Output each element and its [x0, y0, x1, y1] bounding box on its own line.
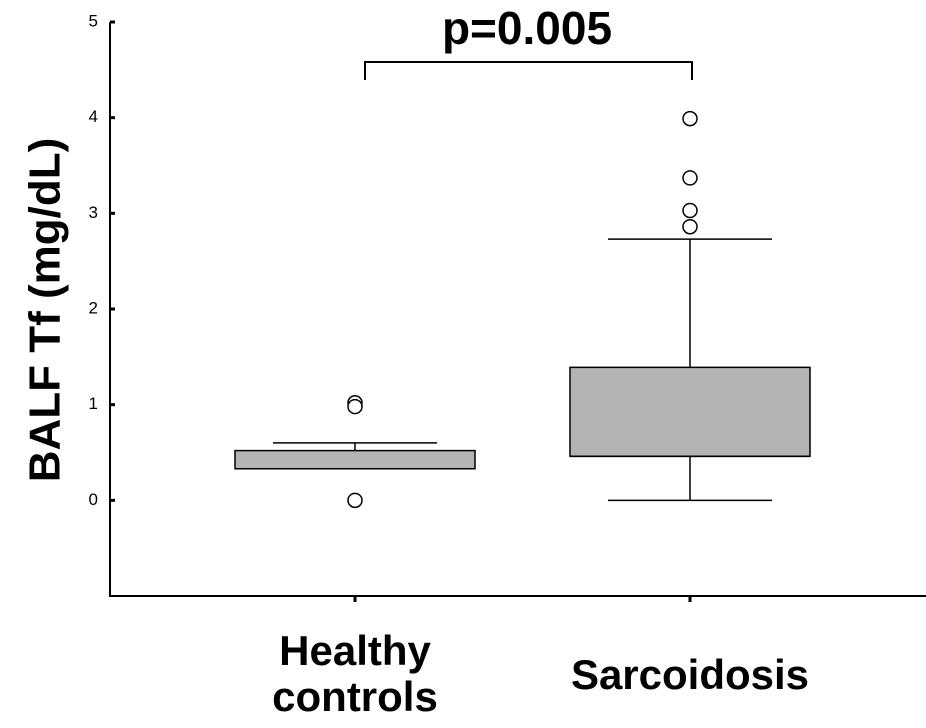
x-tick-label: Healthy controls: [272, 627, 438, 720]
y-axis-label: BALF Tf (mg/dL): [21, 138, 70, 483]
box: [234, 449, 476, 470]
y-tick-label: 5: [89, 11, 98, 30]
outlier: [682, 218, 698, 235]
outlier: [682, 170, 698, 186]
outlier: [347, 398, 363, 415]
outlier: [682, 110, 698, 127]
outlier: [682, 202, 698, 219]
y-tick-label: 2: [89, 298, 98, 317]
x-tick-label: Sarcoidosis: [570, 651, 810, 698]
y-tick-label: 0: [89, 490, 98, 509]
outlier: [347, 492, 363, 509]
significance-bracket: [364, 61, 693, 80]
box: [569, 366, 811, 458]
y-tick-label: 4: [89, 107, 98, 126]
annotation: p=0.005: [442, 2, 612, 54]
y-tick-label: 3: [89, 203, 98, 222]
y-tick-label: 1: [89, 394, 98, 413]
